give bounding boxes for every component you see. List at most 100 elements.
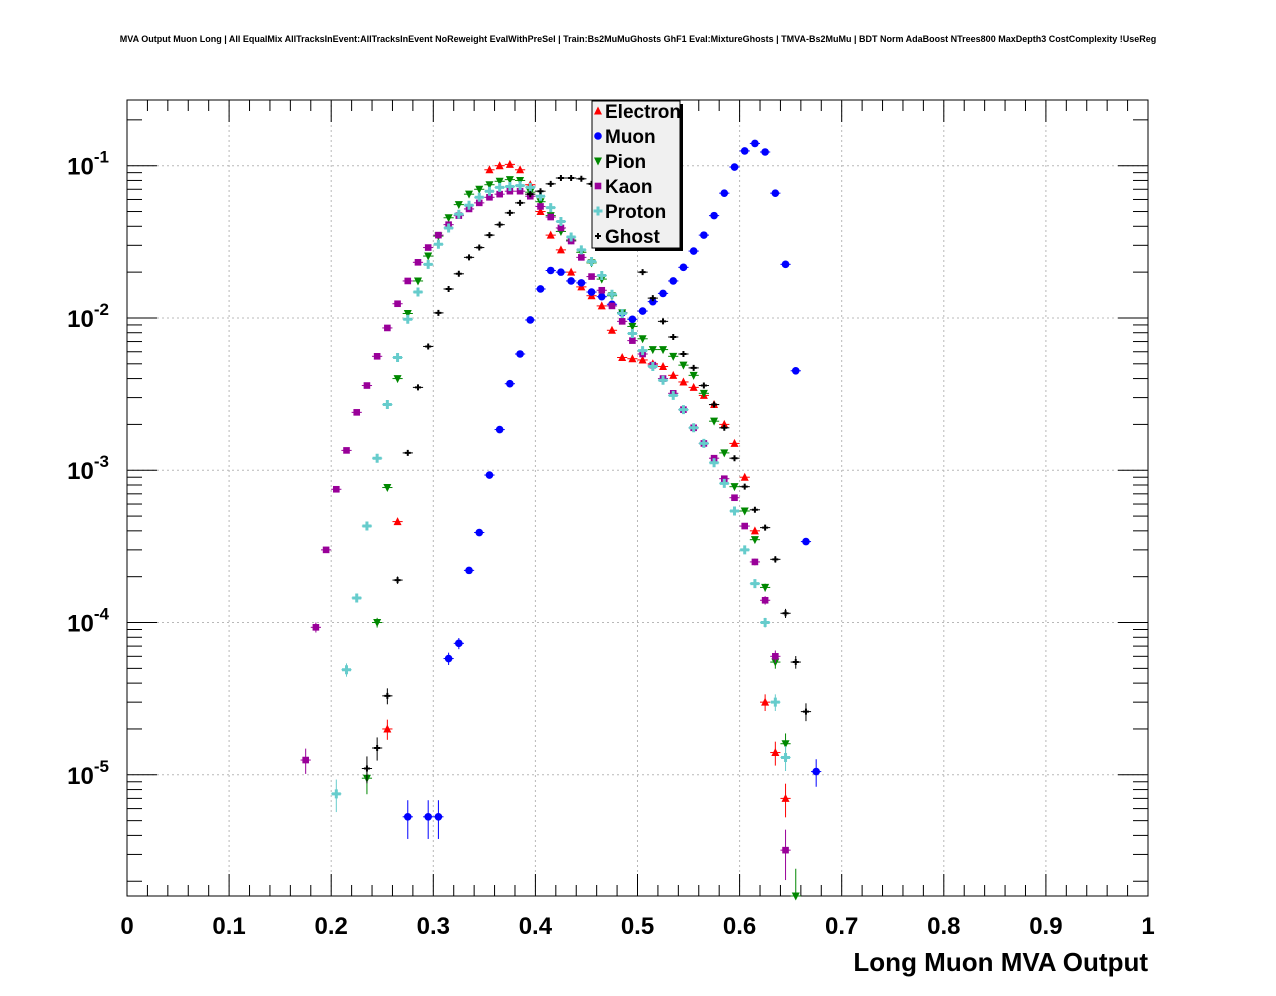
- data-point: [578, 175, 585, 182]
- data-point: [537, 203, 544, 210]
- y-tick-label: 10-2: [67, 300, 109, 333]
- legend-label-pion: Pion: [605, 152, 646, 173]
- data-point: [464, 200, 474, 210]
- legend-marker-kaon: [594, 182, 602, 190]
- data-point: [679, 361, 688, 370]
- data-point: [750, 526, 759, 535]
- y-tick-labels: 10-5 10-4 10-3 10-2 10-1: [67, 148, 109, 790]
- data-point: [485, 471, 494, 479]
- data-point: [435, 231, 442, 239]
- x-tick-label: 0.4: [519, 913, 553, 940]
- data-point: [699, 389, 708, 398]
- data-point: [557, 224, 565, 232]
- data-point: [505, 176, 514, 185]
- data-point: [486, 232, 493, 239]
- data-point: [649, 295, 656, 302]
- data-point: [444, 223, 454, 233]
- data-point: [515, 181, 525, 191]
- data-point: [383, 484, 392, 493]
- data-point: [374, 744, 381, 751]
- data-point: [485, 181, 494, 190]
- x-tick-label: 0.1: [212, 913, 245, 940]
- data-point: [484, 186, 494, 196]
- data-point: [536, 285, 545, 293]
- data-point: [607, 325, 616, 334]
- data-point: [362, 521, 372, 531]
- data-point: [740, 147, 749, 155]
- data-point: [751, 506, 758, 513]
- data-point: [740, 545, 750, 555]
- data-point: [772, 653, 779, 660]
- legend-label-kaon: Kaon: [605, 177, 653, 198]
- data-point: [333, 485, 340, 493]
- data-point: [465, 566, 473, 575]
- x-axis-title: Long Muon MVA Output: [853, 947, 1148, 977]
- data-point: [812, 767, 820, 776]
- data-point: [761, 697, 770, 706]
- data-point: [627, 329, 637, 339]
- data-point: [485, 165, 494, 174]
- data-point: [721, 424, 728, 431]
- data-point: [608, 302, 616, 310]
- data-point: [505, 182, 515, 192]
- data-point: [413, 287, 423, 297]
- data-point: [598, 286, 606, 294]
- series-muon: [402, 139, 822, 839]
- data-point: [731, 455, 738, 462]
- data-point: [363, 382, 371, 389]
- data-point: [772, 556, 779, 563]
- data-point: [659, 362, 668, 371]
- ticks: [126, 100, 1149, 896]
- data-point: [384, 692, 391, 699]
- data-point: [536, 191, 546, 201]
- data-point: [557, 175, 564, 182]
- series-electron: [382, 159, 791, 818]
- data-point: [578, 254, 585, 261]
- data-point: [628, 354, 637, 363]
- data-point: [486, 194, 493, 201]
- x-tick-label: 0.5: [621, 913, 654, 940]
- data-point: [761, 148, 769, 156]
- data-point: [475, 199, 483, 207]
- data-point: [740, 507, 749, 516]
- data-point: [781, 793, 790, 802]
- data-point: [659, 346, 668, 355]
- data-point: [536, 207, 545, 216]
- data-point: [741, 522, 749, 530]
- data-point: [668, 390, 678, 400]
- data-point: [404, 449, 411, 456]
- data-point: [413, 277, 422, 286]
- chart-title: MVA Output Muon Long | All EqualMix AllT…: [120, 34, 1156, 44]
- data-point: [526, 316, 535, 324]
- data-point: [679, 377, 688, 386]
- data-point: [689, 247, 698, 255]
- data-point: [455, 270, 462, 277]
- data-point: [648, 346, 657, 355]
- data-point: [760, 618, 770, 628]
- data-point: [751, 139, 759, 148]
- data-point: [680, 350, 687, 357]
- data-point: [568, 175, 575, 182]
- data-point: [750, 536, 759, 545]
- data-point: [781, 752, 791, 762]
- data-point: [567, 277, 575, 285]
- data-point: [352, 593, 362, 603]
- data-point: [547, 180, 554, 187]
- series-pion: [361, 176, 801, 901]
- data-point: [679, 263, 688, 272]
- data-point: [567, 267, 576, 276]
- legend-label-electron: Electron: [605, 102, 681, 123]
- data-point: [689, 423, 699, 433]
- data-point: [425, 343, 432, 350]
- data-point: [587, 288, 596, 296]
- data-point: [475, 185, 484, 194]
- data-point: [618, 318, 626, 325]
- data-point: [638, 355, 647, 364]
- data-point: [445, 285, 452, 292]
- data-point: [424, 812, 432, 821]
- data-point: [781, 260, 790, 269]
- data-point: [782, 610, 789, 617]
- data-point: [384, 324, 391, 332]
- data-point: [729, 506, 739, 516]
- data-point: [546, 230, 555, 239]
